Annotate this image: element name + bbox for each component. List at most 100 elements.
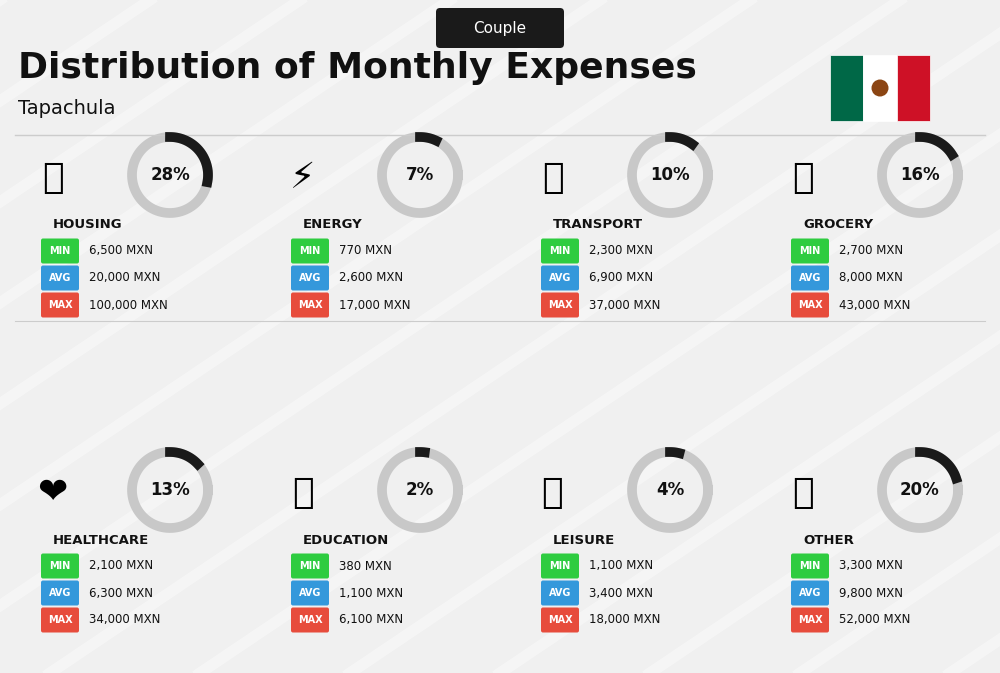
Text: AVG: AVG (299, 273, 321, 283)
FancyBboxPatch shape (791, 238, 829, 264)
FancyBboxPatch shape (41, 266, 79, 291)
Text: MAX: MAX (798, 615, 822, 625)
Text: 20,000 MXN: 20,000 MXN (89, 271, 160, 285)
Text: EDUCATION: EDUCATION (303, 534, 389, 546)
Text: 13%: 13% (150, 481, 190, 499)
Text: MIN: MIN (299, 561, 321, 571)
Text: OTHER: OTHER (803, 534, 854, 546)
Text: 3,300 MXN: 3,300 MXN (839, 559, 903, 573)
FancyBboxPatch shape (41, 608, 79, 633)
FancyBboxPatch shape (541, 608, 579, 633)
Text: 8,000 MXN: 8,000 MXN (839, 271, 903, 285)
FancyBboxPatch shape (41, 293, 79, 318)
Text: 2,100 MXN: 2,100 MXN (89, 559, 153, 573)
Text: 9,800 MXN: 9,800 MXN (839, 586, 903, 600)
Text: MAX: MAX (298, 615, 322, 625)
Text: MIN: MIN (49, 561, 71, 571)
FancyBboxPatch shape (41, 553, 79, 579)
FancyBboxPatch shape (436, 8, 564, 48)
Text: MAX: MAX (548, 300, 572, 310)
Text: AVG: AVG (799, 273, 821, 283)
Text: MIN: MIN (549, 561, 571, 571)
Text: 2,300 MXN: 2,300 MXN (589, 244, 653, 258)
Text: 10%: 10% (650, 166, 690, 184)
Text: 7%: 7% (406, 166, 434, 184)
FancyBboxPatch shape (791, 293, 829, 318)
FancyBboxPatch shape (541, 581, 579, 606)
Text: 6,300 MXN: 6,300 MXN (89, 586, 153, 600)
Bar (863, 55, 897, 120)
Text: 1,100 MXN: 1,100 MXN (339, 586, 403, 600)
FancyBboxPatch shape (791, 266, 829, 291)
FancyBboxPatch shape (291, 293, 329, 318)
Text: MAX: MAX (48, 300, 72, 310)
Text: 2%: 2% (406, 481, 434, 499)
Text: 4%: 4% (656, 481, 684, 499)
Text: 2,600 MXN: 2,600 MXN (339, 271, 403, 285)
Bar (830, 55, 863, 120)
Text: 🏢: 🏢 (42, 161, 64, 195)
FancyBboxPatch shape (541, 266, 579, 291)
Text: 380 MXN: 380 MXN (339, 559, 392, 573)
FancyBboxPatch shape (541, 238, 579, 264)
Text: MAX: MAX (48, 615, 72, 625)
Text: AVG: AVG (299, 588, 321, 598)
Text: 6,100 MXN: 6,100 MXN (339, 614, 403, 627)
FancyBboxPatch shape (41, 581, 79, 606)
Text: MIN: MIN (549, 246, 571, 256)
Text: AVG: AVG (799, 588, 821, 598)
Text: TRANSPORT: TRANSPORT (553, 219, 643, 232)
Text: 🛍️: 🛍️ (542, 476, 564, 510)
Text: 2,700 MXN: 2,700 MXN (839, 244, 903, 258)
FancyBboxPatch shape (291, 266, 329, 291)
Text: Distribution of Monthly Expenses: Distribution of Monthly Expenses (18, 51, 697, 85)
Text: LEISURE: LEISURE (553, 534, 615, 546)
FancyBboxPatch shape (41, 238, 79, 264)
Text: HOUSING: HOUSING (53, 219, 123, 232)
Text: GROCERY: GROCERY (803, 219, 873, 232)
Text: AVG: AVG (549, 588, 571, 598)
Text: 6,900 MXN: 6,900 MXN (589, 271, 653, 285)
Text: MAX: MAX (798, 300, 822, 310)
Text: AVG: AVG (49, 273, 71, 283)
Text: 3,400 MXN: 3,400 MXN (589, 586, 653, 600)
Text: ❤️: ❤️ (38, 476, 68, 510)
Text: 1,100 MXN: 1,100 MXN (589, 559, 653, 573)
Text: AVG: AVG (49, 588, 71, 598)
Text: 16%: 16% (900, 166, 940, 184)
Text: MAX: MAX (548, 615, 572, 625)
Text: 37,000 MXN: 37,000 MXN (589, 299, 660, 312)
FancyBboxPatch shape (541, 293, 579, 318)
Text: MIN: MIN (299, 246, 321, 256)
FancyBboxPatch shape (291, 581, 329, 606)
Text: 100,000 MXN: 100,000 MXN (89, 299, 168, 312)
Text: 43,000 MXN: 43,000 MXN (839, 299, 910, 312)
FancyBboxPatch shape (791, 553, 829, 579)
FancyBboxPatch shape (291, 608, 329, 633)
Text: Tapachula: Tapachula (18, 98, 116, 118)
FancyBboxPatch shape (291, 238, 329, 264)
FancyBboxPatch shape (791, 608, 829, 633)
FancyBboxPatch shape (541, 553, 579, 579)
Text: 34,000 MXN: 34,000 MXN (89, 614, 160, 627)
Text: 770 MXN: 770 MXN (339, 244, 392, 258)
Text: ⚡: ⚡ (290, 161, 316, 195)
Text: 🛒: 🛒 (792, 161, 814, 195)
Text: 🚌: 🚌 (542, 161, 564, 195)
Text: 🎓: 🎓 (292, 476, 314, 510)
Circle shape (872, 79, 889, 96)
FancyBboxPatch shape (791, 581, 829, 606)
Text: MIN: MIN (49, 246, 71, 256)
Text: 6,500 MXN: 6,500 MXN (89, 244, 153, 258)
Text: 18,000 MXN: 18,000 MXN (589, 614, 660, 627)
Text: 💰: 💰 (792, 476, 814, 510)
Text: 52,000 MXN: 52,000 MXN (839, 614, 910, 627)
Text: 28%: 28% (150, 166, 190, 184)
Bar (897, 55, 930, 120)
Text: MIN: MIN (799, 246, 821, 256)
Text: HEALTHCARE: HEALTHCARE (53, 534, 149, 546)
Text: 17,000 MXN: 17,000 MXN (339, 299, 411, 312)
Text: ENERGY: ENERGY (303, 219, 363, 232)
Text: MAX: MAX (298, 300, 322, 310)
Text: 20%: 20% (900, 481, 940, 499)
